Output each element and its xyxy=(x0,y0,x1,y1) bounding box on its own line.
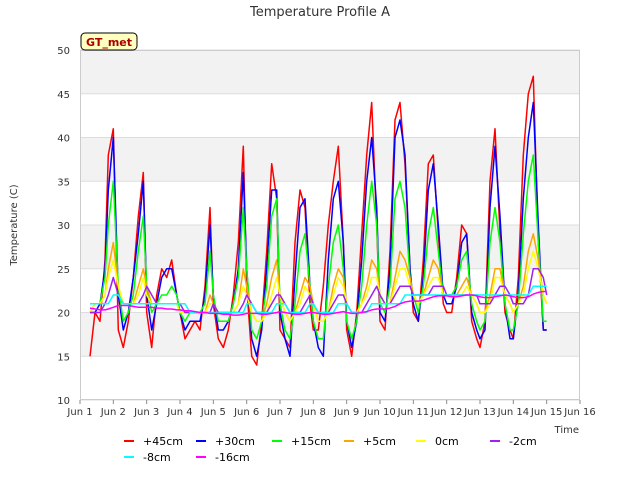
x-tick-label: Jun 1 xyxy=(66,407,92,418)
legend: +45cm +30cm +15cm +5cm 0cm -2cm -8cm -16cm xyxy=(124,435,537,464)
x-axis-ticks: Jun 1 Jun 2 Jun 3 Jun 4 Jun 5 Jun 6 Jun 7 Jun 8… xyxy=(66,400,596,418)
plot-band xyxy=(80,312,580,357)
x-tick-label: Jun 5 xyxy=(200,407,226,418)
y-tick-label: 15 xyxy=(57,352,70,363)
y-tick-label: 30 xyxy=(57,221,70,232)
legend-label: 0cm xyxy=(435,435,459,448)
x-tick-label: Jun 12 xyxy=(430,407,463,418)
legend-label: -16cm xyxy=(215,451,250,464)
y-tick-label: 45 xyxy=(57,90,70,101)
x-tick-label: Jun 10 xyxy=(363,407,396,418)
plot-band xyxy=(80,50,580,94)
legend-label: +5cm xyxy=(363,435,396,448)
plot-frame xyxy=(80,50,580,400)
x-tick-label: Jun 4 xyxy=(166,407,192,418)
x-tick-label: Jun 6 xyxy=(233,407,259,418)
annotation-label: GT_met xyxy=(86,36,132,49)
y-tick-label: 25 xyxy=(57,265,70,276)
annotation-box: GT_met xyxy=(80,32,138,51)
series-line-+45cm xyxy=(89,75,547,366)
y-tick-label: 10 xyxy=(57,396,70,407)
x-tick-label: Jun 11 xyxy=(397,407,430,418)
x-axis-label: Time xyxy=(554,425,579,436)
annotation-frame xyxy=(80,32,138,51)
x-tick-label: Jun 9 xyxy=(333,407,359,418)
legend-item: -16cm xyxy=(196,451,250,464)
legend-item: -2cm xyxy=(490,435,537,448)
plot-bands xyxy=(80,50,580,357)
legend-item: 0cm xyxy=(416,435,459,448)
y-tick-label: 40 xyxy=(57,134,70,145)
legend-label: -8cm xyxy=(143,451,171,464)
chart-title: Temperature Profile A xyxy=(249,5,390,20)
y-tick-label: 35 xyxy=(57,177,70,188)
series-layer xyxy=(89,75,548,366)
x-tick-label: Jun 15 xyxy=(530,407,563,418)
legend-item: +5cm xyxy=(344,435,396,448)
y-axis-label: Temperature (C) xyxy=(9,184,20,266)
legend-item: -8cm xyxy=(124,451,171,464)
x-tick-label: Jun 3 xyxy=(133,407,159,418)
x-tick-label: Jun 13 xyxy=(463,407,496,418)
plot-band xyxy=(80,137,580,182)
x-tick-label: Jun 8 xyxy=(300,407,326,418)
legend-item: +30cm xyxy=(196,435,255,448)
legend-label: -2cm xyxy=(509,435,537,448)
x-tick-label: Jun 2 xyxy=(100,407,126,418)
x-tick-label: Jun 7 xyxy=(266,407,292,418)
x-tick-label: Jun 16 xyxy=(563,407,596,418)
legend-item: +15cm xyxy=(272,435,331,448)
y-axis-ticks: 10 15 20 25 30 35 40 45 50 xyxy=(57,46,70,407)
x-tick-label: Jun 14 xyxy=(497,407,530,418)
legend-label: +15cm xyxy=(291,435,331,448)
legend-label: +45cm xyxy=(143,435,183,448)
series-line-+30cm xyxy=(90,101,547,358)
legend-label: +30cm xyxy=(215,435,255,448)
y-tick-label: 20 xyxy=(57,309,70,320)
y-tick-label: 50 xyxy=(57,46,70,57)
series-line--16cm xyxy=(89,290,547,316)
series-line-+15cm xyxy=(89,154,547,340)
legend-item: +45cm xyxy=(124,435,183,448)
